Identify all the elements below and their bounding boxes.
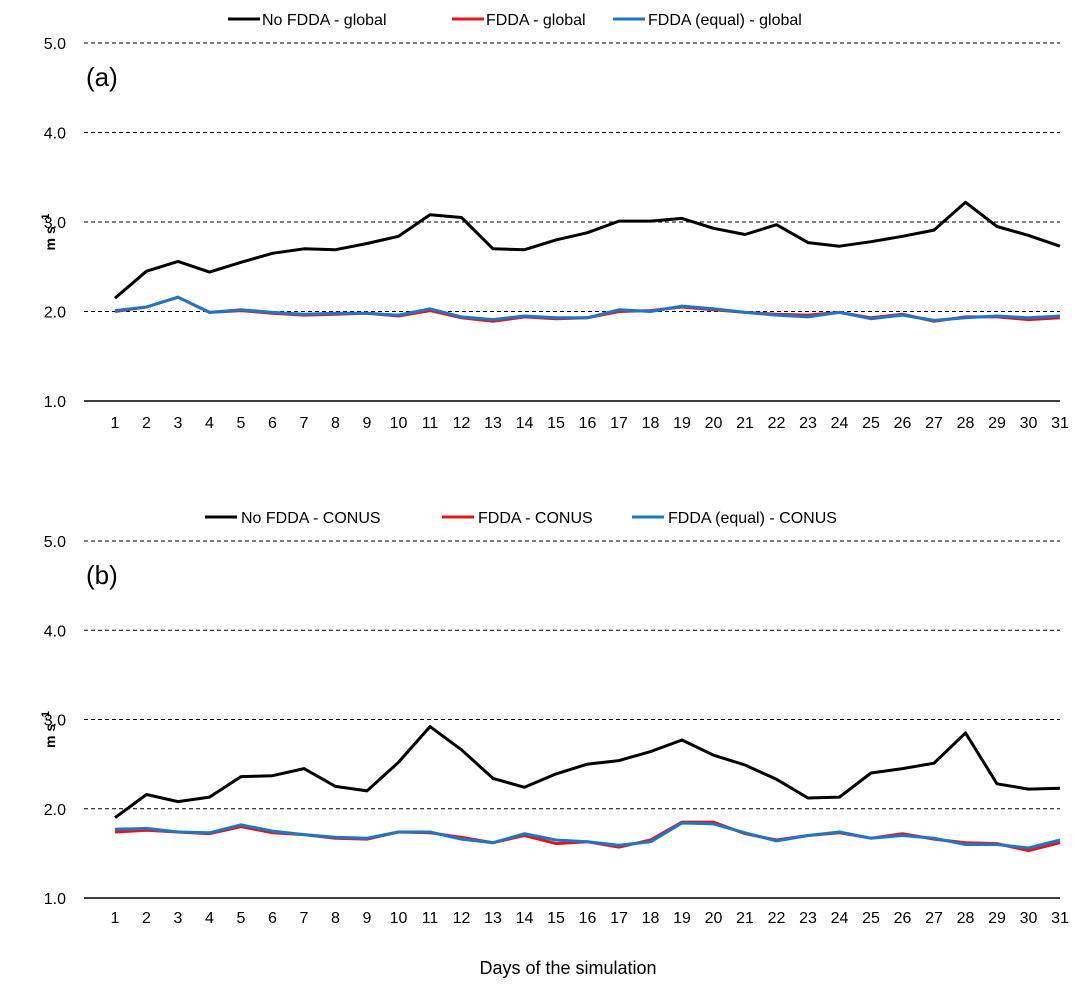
x-tick-label: 26 <box>894 415 912 432</box>
x-tick-label: 6 <box>268 910 277 927</box>
x-tick-label: 18 <box>642 415 660 432</box>
x-tick-label: 10 <box>390 910 408 927</box>
x-tick-label: 12 <box>453 415 471 432</box>
series-line-0 <box>114 725 1061 819</box>
x-tick-label: 11 <box>422 910 439 927</box>
y-tick-label: 1.0 <box>44 891 66 908</box>
x-tick-label: 29 <box>988 415 1006 432</box>
x-tick-label: 14 <box>516 910 534 927</box>
legend-label: FDDA - global <box>486 12 586 29</box>
x-tick-label: 8 <box>331 910 340 927</box>
x-tick-label: 22 <box>768 910 786 927</box>
series-line-0 <box>114 200 1061 300</box>
x-tick-label: 13 <box>484 415 502 432</box>
x-tick-label: 25 <box>862 910 880 927</box>
x-tick-label: 23 <box>799 910 817 927</box>
panel-label: (a) <box>86 62 118 92</box>
y-axis-label-exponent: -1 <box>40 711 52 721</box>
x-tick-label: 12 <box>453 910 471 927</box>
x-tick-label: 27 <box>925 910 943 927</box>
x-tick-label: 20 <box>705 910 723 927</box>
x-tick-label: 19 <box>673 415 691 432</box>
x-tick-label: 31 <box>1051 415 1069 432</box>
series-line-2 <box>114 821 1061 850</box>
panel-a: 1.02.03.04.05.01 2 3 4 5 6 7 8 9 10 11 12 13 14 15 16 17… <box>40 12 1069 432</box>
x-tick-label: 3 <box>174 910 183 927</box>
series-line-2 <box>114 295 1061 322</box>
y-tick-label: 1.0 <box>44 394 66 411</box>
y-axis-label: m s -1 <box>40 711 58 748</box>
x-tick-label: 7 <box>300 415 309 432</box>
y-tick-label: 3.0 <box>44 713 66 730</box>
x-tick-label: 23 <box>799 415 817 432</box>
x-tick-label: 22 <box>768 415 786 432</box>
y-axis-label-unit: m s <box>42 724 58 748</box>
x-tick-label: 20 <box>705 415 723 432</box>
y-tick-label: 5.0 <box>44 36 66 53</box>
x-tick-label: 30 <box>1020 910 1038 927</box>
panel-label: (b) <box>86 560 118 590</box>
panel-b: 1.02.03.04.05.01 2 3 4 5 6 7 8 9 10 11 12 13 14 15 16 17… <box>40 510 1069 927</box>
x-tick-label: 19 <box>673 910 691 927</box>
x-tick-label: 2 <box>142 415 151 432</box>
x-tick-label: 9 <box>363 910 372 927</box>
x-tick-label: 13 <box>484 910 502 927</box>
x-tick-label: 4 <box>205 910 214 927</box>
x-axis-label: Days of the simulation <box>479 958 656 978</box>
legend-label: No FDDA - CONUS <box>241 510 381 527</box>
x-tick-label: 14 <box>516 415 534 432</box>
x-tick-label: 28 <box>957 910 975 927</box>
x-tick-label: 4 <box>205 415 214 432</box>
x-tick-label: 1 <box>111 415 120 432</box>
x-tick-label: 31 <box>1051 910 1069 927</box>
legend-label: FDDA - CONUS <box>478 510 593 527</box>
legend-label: FDDA (equal) - CONUS <box>668 510 837 527</box>
y-tick-label: 2.0 <box>44 305 66 322</box>
x-tick-label: 21 <box>736 910 754 927</box>
x-tick-label: 28 <box>957 415 975 432</box>
x-tick-label: 7 <box>300 910 309 927</box>
legend-label: No FDDA - global <box>262 12 387 29</box>
x-tick-label: 15 <box>547 415 565 432</box>
x-tick-label: 16 <box>579 910 597 927</box>
x-tick-label: 30 <box>1020 415 1038 432</box>
x-tick-label: 24 <box>831 910 849 927</box>
x-tick-label: 17 <box>610 910 628 927</box>
x-tick-label: 5 <box>237 415 246 432</box>
y-tick-label: 4.0 <box>44 126 66 143</box>
y-axis-label: m s -1 <box>40 214 58 251</box>
x-tick-label: 21 <box>736 415 754 432</box>
x-tick-label: 18 <box>642 910 660 927</box>
x-tick-label: 10 <box>390 415 408 432</box>
x-tick-label: 29 <box>988 910 1006 927</box>
x-tick-label: 6 <box>268 415 277 432</box>
x-tick-label: 16 <box>579 415 597 432</box>
x-tick-label: 1 <box>111 910 120 927</box>
x-tick-label: 2 <box>142 910 151 927</box>
x-tick-label: 17 <box>610 415 628 432</box>
legend-label: FDDA (equal) - global <box>648 12 802 29</box>
y-tick-label: 4.0 <box>44 623 66 640</box>
x-tick-label: 25 <box>862 415 880 432</box>
x-tick-label: 24 <box>831 415 849 432</box>
x-tick-label: 5 <box>237 910 246 927</box>
x-tick-label: 3 <box>174 415 183 432</box>
x-tick-label: 11 <box>422 415 439 432</box>
x-tick-label: 27 <box>925 415 943 432</box>
y-axis-label-exponent: -1 <box>40 214 52 224</box>
x-tick-label: 15 <box>547 910 565 927</box>
y-axis-label-unit: m s <box>42 226 58 250</box>
x-tick-label: 8 <box>331 415 340 432</box>
x-tick-label: 9 <box>363 415 372 432</box>
x-tick-label: 26 <box>894 910 912 927</box>
y-tick-label: 5.0 <box>44 534 66 551</box>
y-tick-label: 2.0 <box>44 802 66 819</box>
y-tick-label: 3.0 <box>44 215 66 232</box>
